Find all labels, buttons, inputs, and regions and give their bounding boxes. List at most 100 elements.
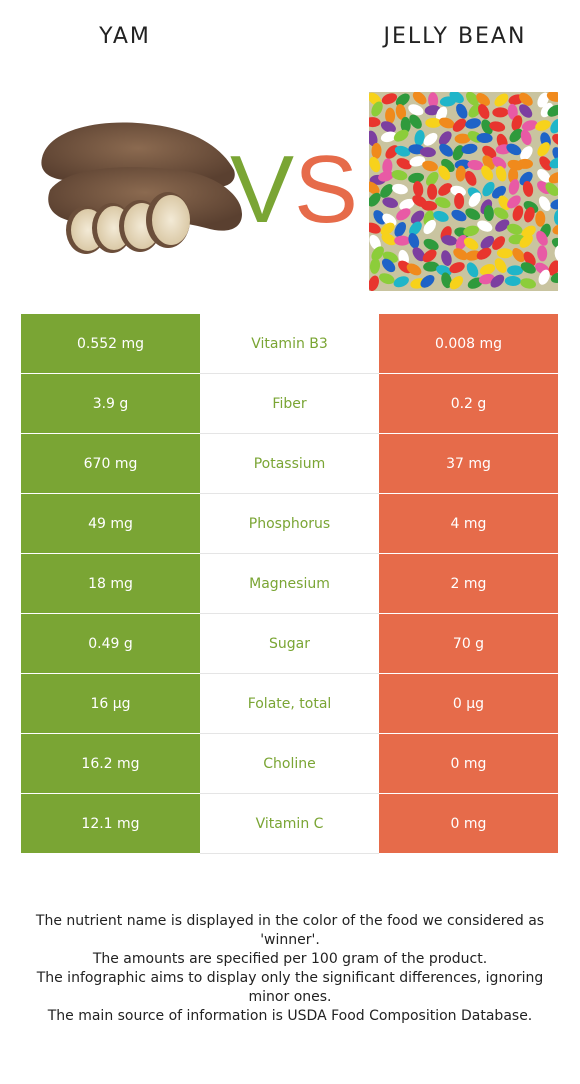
jelly-bean xyxy=(454,133,471,144)
jelly-bean xyxy=(382,258,396,273)
jelly-bean xyxy=(537,169,551,183)
yam-value: 16 µg xyxy=(21,674,200,734)
jelly-bean xyxy=(423,261,440,272)
jelly-bean xyxy=(422,249,437,263)
footer-notes: The nutrient name is displayed in the co… xyxy=(18,912,562,1026)
jelly-bean xyxy=(465,208,481,220)
jelly-bean xyxy=(420,275,435,288)
footer-line: The nutrient name is displayed in the co… xyxy=(35,913,545,948)
jelly-bean xyxy=(423,219,436,235)
jelly-bean xyxy=(451,209,467,222)
jelly-bean-value: 0.2 g xyxy=(379,374,558,434)
nutrient-name: Vitamin B3 xyxy=(200,314,379,374)
jelly-bean-value: 0.008 mg xyxy=(379,314,558,374)
nutrient-table: 0.552 mg Vitamin B3 0.008 mg 3.9 g Fiber 0.2 … xyxy=(21,314,558,854)
jelly-bean xyxy=(394,145,411,157)
jelly-bean xyxy=(394,222,407,237)
jelly-bean xyxy=(394,235,411,246)
jelly-bean xyxy=(520,129,532,146)
jelly-bean xyxy=(476,93,490,106)
jelly-bean xyxy=(468,192,481,207)
footer-line: The infographic aims to display only the… xyxy=(36,970,544,1005)
nutrient-name: Potassium xyxy=(200,434,379,494)
jelly-bean xyxy=(481,165,494,181)
jelly-bean xyxy=(461,143,478,155)
jelly-bean xyxy=(378,171,394,182)
jelly-bean xyxy=(406,263,422,276)
jelly-bean xyxy=(452,118,467,132)
jelly-bean xyxy=(524,206,535,223)
jelly-bean xyxy=(548,172,558,184)
jelly-bean xyxy=(538,269,550,285)
jelly-bean xyxy=(549,157,558,169)
jelly-bean xyxy=(455,234,468,250)
jelly-bean xyxy=(463,237,479,250)
jelly-bean xyxy=(412,247,426,262)
table-row: 0.552 mg Vitamin B3 0.008 mg xyxy=(21,314,558,374)
jelly-bean xyxy=(520,278,536,289)
jelly-bean xyxy=(492,156,507,170)
jelly-bean xyxy=(399,198,415,211)
jelly-bean xyxy=(511,115,523,131)
nutrient-name: Phosphorus xyxy=(200,494,379,554)
jelly-bean xyxy=(380,131,397,143)
jelly-bean xyxy=(452,145,464,161)
jelly-bean xyxy=(409,156,426,167)
jelly-bean xyxy=(520,262,536,274)
jelly-bean xyxy=(408,104,424,116)
jelly-bean xyxy=(369,181,380,195)
jelly-bean xyxy=(494,93,509,107)
jelly-bean xyxy=(490,274,505,288)
vs-v: V xyxy=(230,138,294,228)
jelly-bean xyxy=(439,143,453,157)
jelly-bean xyxy=(495,165,507,182)
table-row: 670 mg Potassium 37 mg xyxy=(21,434,558,494)
jelly-bean xyxy=(408,172,425,184)
yam-value: 18 mg xyxy=(21,554,200,614)
nutrient-name: Fiber xyxy=(200,374,379,434)
jelly-bean xyxy=(551,237,558,250)
table-row: 16 µg Folate, total 0 µg xyxy=(21,674,558,734)
jelly-bean xyxy=(507,103,518,120)
jelly-bean xyxy=(393,276,409,288)
jelly-bean xyxy=(480,235,495,250)
jelly-bean xyxy=(396,208,411,221)
jelly-bean xyxy=(369,222,381,234)
jelly-bean xyxy=(409,221,422,236)
footer-line: The amounts are specified per 100 gram o… xyxy=(92,951,488,967)
jelly-bean xyxy=(547,104,558,117)
jelly-bean xyxy=(553,209,558,226)
jelly-bean xyxy=(423,238,439,251)
yam-value: 12.1 mg xyxy=(21,794,200,854)
jelly-bean xyxy=(391,170,408,181)
nutrient-name: Choline xyxy=(200,734,379,794)
jelly-bean xyxy=(439,117,455,129)
jelly-bean xyxy=(476,133,493,144)
jelly-bean xyxy=(466,262,479,278)
jelly-bean-value: 2 mg xyxy=(379,554,558,614)
table-row: 49 mg Phosphorus 4 mg xyxy=(21,494,558,554)
jelly-bean xyxy=(421,200,438,211)
jelly-bean xyxy=(409,114,422,129)
jelly-bean xyxy=(369,257,381,274)
table-row: 18 mg Magnesium 2 mg xyxy=(21,554,558,614)
jelly-bean-value: 0 mg xyxy=(379,734,558,794)
jelly-bean-value: 37 mg xyxy=(379,434,558,494)
jelly-bean xyxy=(382,213,397,227)
jelly-bean xyxy=(520,146,533,161)
jelly-bean xyxy=(396,158,412,170)
jelly-bean xyxy=(522,180,534,197)
jelly-bean xyxy=(492,107,509,118)
nutrient-name: Folate, total xyxy=(200,674,379,734)
nutrient-name: Magnesium xyxy=(200,554,379,614)
jelly-bean xyxy=(395,93,410,107)
jelly-bean xyxy=(464,170,477,186)
jelly-bean-value: 70 g xyxy=(379,614,558,674)
jelly-bean xyxy=(408,232,420,249)
jelly-bean xyxy=(441,272,452,289)
jelly-bean xyxy=(395,103,407,120)
jelly-bean xyxy=(537,92,549,108)
jelly-bean xyxy=(438,183,453,196)
jelly-bean xyxy=(545,182,558,196)
jelly-bean xyxy=(453,248,468,261)
